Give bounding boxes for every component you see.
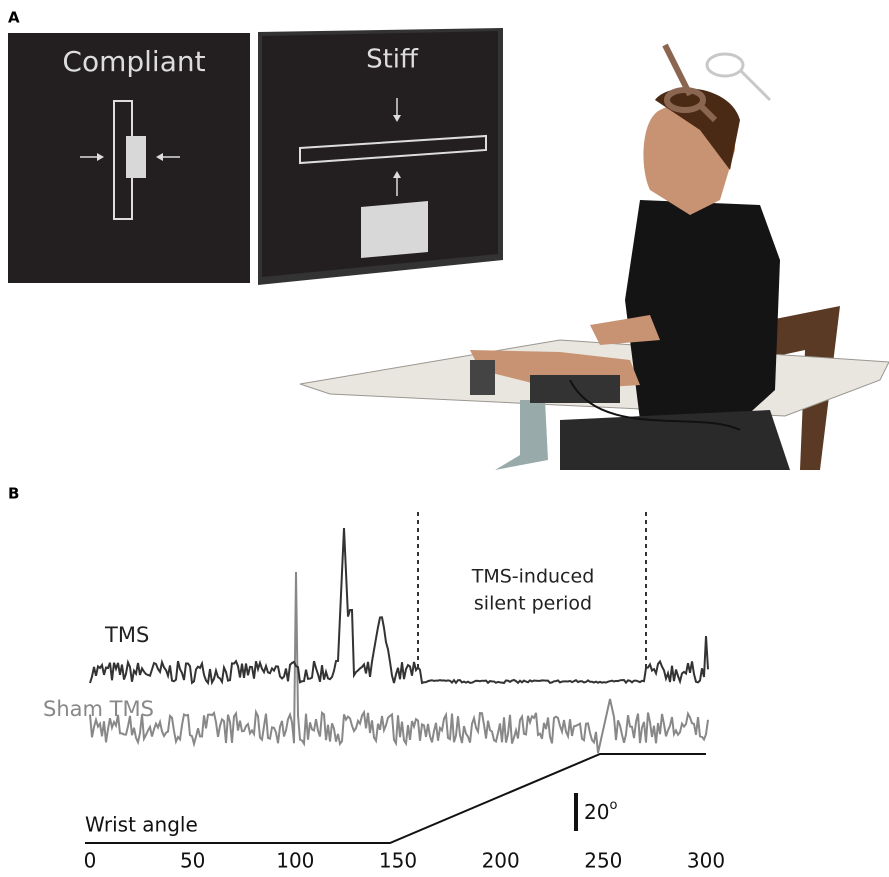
panel-label: A (8, 9, 20, 27)
scale-value: 20 (584, 800, 609, 824)
sham-tms-trace (90, 572, 708, 753)
figure: A Compliant Stiff (0, 0, 889, 873)
screen-title: Compliant (62, 45, 205, 78)
x-tick-label: 250 (584, 849, 622, 873)
screen-title: Stiff (366, 45, 419, 75)
annotation: silent period (474, 593, 592, 615)
scale-sup: o (609, 798, 617, 813)
trace-label: TMS (104, 623, 149, 647)
trace-label: Sham TMS (43, 697, 154, 721)
wrist-angle-label: Wrist angle (85, 813, 198, 837)
stiff-screen: Stiff (258, 28, 503, 285)
traces (90, 528, 708, 753)
scale-label: 20o (584, 798, 617, 824)
x-tick-label: 0 (84, 849, 97, 873)
x-tick-label: 50 (180, 849, 205, 873)
compliant-screen: Compliant (8, 33, 250, 283)
x-tick-label: 150 (379, 849, 417, 873)
annotation: TMS-induced (471, 566, 595, 588)
x-tick-label: 200 (482, 849, 520, 873)
x-tick-label: 100 (276, 849, 314, 873)
tms-trace (90, 528, 708, 683)
x-tick-label: 300 (687, 849, 725, 873)
x-axis: 0 50 100 150 200 250 300 (84, 849, 725, 873)
panel-label: B (8, 485, 19, 503)
